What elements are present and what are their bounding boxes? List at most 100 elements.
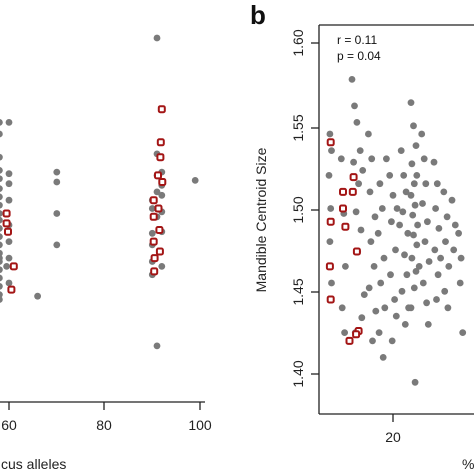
right-data-point	[440, 188, 448, 196]
left-data-point	[0, 130, 3, 138]
right-data-point	[350, 158, 357, 166]
right-data-point	[386, 172, 394, 179]
right-data-point	[338, 304, 346, 312]
right-y-axis-title: Mandible Centroid Size	[253, 147, 269, 292]
left-x-tick-label-100: 100	[188, 417, 212, 433]
right-data-point	[442, 238, 449, 246]
right-data-point	[368, 155, 376, 163]
left-data-point	[148, 205, 156, 212]
right-data-point	[375, 329, 383, 336]
left-data-point	[53, 178, 61, 186]
left-scatter-panel: 60 80 100 cus alleles	[0, 34, 212, 472]
left-data-point	[53, 210, 61, 217]
right-y-tick-label-1.45: 1.45	[290, 278, 306, 305]
right-data-point	[455, 229, 462, 237]
right-data-point	[351, 102, 358, 110]
right-data-point	[365, 284, 373, 292]
right-data-point	[367, 238, 375, 246]
left-data-point	[0, 233, 3, 240]
left-highlight-point	[9, 262, 18, 271]
left-data-point	[53, 168, 61, 176]
right-data-point	[445, 263, 453, 270]
right-data-point	[383, 155, 390, 163]
left-data-point	[3, 263, 10, 270]
right-data-point	[326, 130, 334, 138]
left-highlight-point	[155, 247, 164, 256]
right-data-point	[411, 201, 419, 209]
left-highlight-point	[2, 219, 11, 228]
right-data-point	[407, 191, 415, 199]
right-data-point	[342, 263, 349, 270]
right-data-point	[441, 287, 449, 295]
right-data-point	[415, 263, 423, 270]
right-data-point	[328, 279, 335, 287]
right-data-point	[414, 221, 421, 229]
right-data-point	[391, 296, 398, 303]
right-data-point	[357, 226, 365, 234]
right-y-tick-label-1.40: 1.40	[290, 360, 306, 387]
right-data-point	[408, 160, 416, 168]
right-highlight-point	[352, 330, 361, 339]
left-data-point	[0, 201, 3, 209]
right-x-tick-label-20: 20	[385, 429, 401, 445]
right-data-point	[352, 208, 360, 216]
left-data-point	[158, 191, 166, 199]
right-y-tick-labels: 1.40 1.45 1.50 1.55 1.60	[290, 29, 306, 387]
right-x-axis-title: %	[462, 456, 474, 472]
left-data-point	[5, 238, 13, 246]
right-points-group	[325, 76, 467, 386]
right-data-point	[374, 229, 382, 237]
right-highlight-point	[325, 262, 334, 271]
right-data-point	[433, 296, 440, 303]
right-data-point	[410, 180, 418, 188]
left-data-point	[0, 216, 3, 224]
right-data-point	[424, 321, 432, 328]
right-data-point	[430, 158, 438, 166]
right-data-point	[407, 304, 415, 312]
left-data-point	[153, 342, 161, 350]
right-data-point	[376, 180, 384, 188]
right-data-point	[401, 321, 409, 328]
right-highlight-point	[339, 204, 347, 213]
right-data-point	[327, 205, 335, 212]
left-data-point	[0, 258, 3, 265]
right-data-point	[377, 279, 385, 287]
right-data-point	[387, 271, 394, 279]
left-data-point	[5, 180, 13, 188]
right-highlight-point	[348, 187, 357, 196]
left-highlight-point	[154, 171, 162, 180]
right-data-point	[399, 208, 407, 216]
left-highlight-point	[155, 226, 164, 234]
left-data-point	[0, 291, 3, 298]
right-highlight-point	[326, 295, 335, 304]
left-highlight-point	[149, 196, 158, 205]
right-data-point	[433, 180, 441, 188]
left-highlight-point	[157, 105, 166, 114]
right-data-point	[424, 218, 431, 226]
left-data-point	[153, 188, 161, 196]
right-data-point	[370, 263, 378, 270]
right-highlight-point	[349, 173, 358, 182]
left-data-point	[0, 167, 3, 174]
left-points-group	[0, 34, 199, 350]
right-data-point	[388, 218, 395, 226]
right-data-point	[355, 180, 362, 188]
left-data-point	[5, 170, 13, 178]
right-data-point	[448, 196, 456, 204]
right-data-point	[459, 329, 467, 336]
correlation-r-annotation: r = 0.11	[337, 33, 377, 47]
right-data-point	[401, 251, 408, 259]
right-data-point	[451, 221, 459, 229]
right-data-point	[372, 307, 380, 315]
right-data-point	[412, 268, 420, 275]
left-data-point	[153, 34, 161, 42]
right-data-point	[393, 205, 401, 212]
left-highlight-point	[149, 237, 158, 246]
right-highlight-point	[352, 247, 361, 256]
left-data-point	[0, 274, 3, 282]
right-data-point	[418, 130, 426, 138]
right-data-point	[378, 205, 386, 212]
p-value-annotation: p = 0.04	[337, 49, 381, 63]
left-highlight-point	[158, 178, 167, 186]
